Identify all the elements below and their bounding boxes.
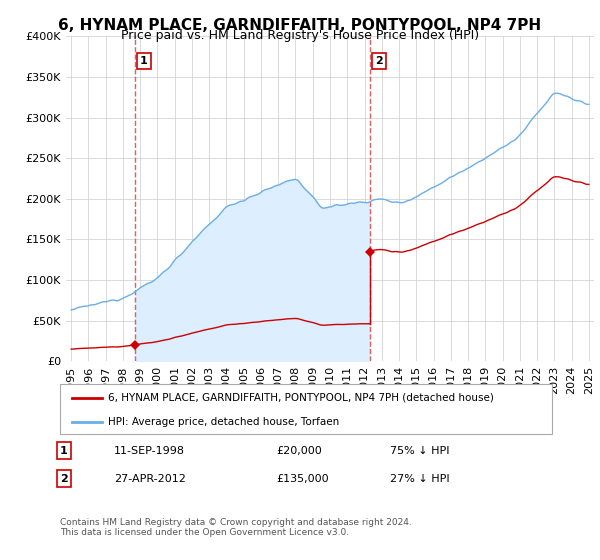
Text: 1: 1 — [60, 446, 68, 456]
Text: Contains HM Land Registry data © Crown copyright and database right 2024.
This d: Contains HM Land Registry data © Crown c… — [60, 518, 412, 538]
Text: 75% ↓ HPI: 75% ↓ HPI — [390, 446, 449, 456]
Text: £135,000: £135,000 — [276, 474, 329, 484]
Text: HPI: Average price, detached house, Torfaen: HPI: Average price, detached house, Torf… — [108, 417, 339, 427]
Text: 1: 1 — [140, 56, 148, 66]
Text: 6, HYNAM PLACE, GARNDIFFAITH, PONTYPOOL, NP4 7PH: 6, HYNAM PLACE, GARNDIFFAITH, PONTYPOOL,… — [58, 18, 542, 33]
Text: Price paid vs. HM Land Registry's House Price Index (HPI): Price paid vs. HM Land Registry's House … — [121, 29, 479, 42]
Text: 11-SEP-1998: 11-SEP-1998 — [114, 446, 185, 456]
Text: 2: 2 — [60, 474, 68, 484]
Text: 6, HYNAM PLACE, GARNDIFFAITH, PONTYPOOL, NP4 7PH (detached house): 6, HYNAM PLACE, GARNDIFFAITH, PONTYPOOL,… — [108, 393, 494, 403]
Text: 27-APR-2012: 27-APR-2012 — [114, 474, 186, 484]
Text: 27% ↓ HPI: 27% ↓ HPI — [390, 474, 449, 484]
Text: 2: 2 — [375, 56, 383, 66]
Text: £20,000: £20,000 — [276, 446, 322, 456]
